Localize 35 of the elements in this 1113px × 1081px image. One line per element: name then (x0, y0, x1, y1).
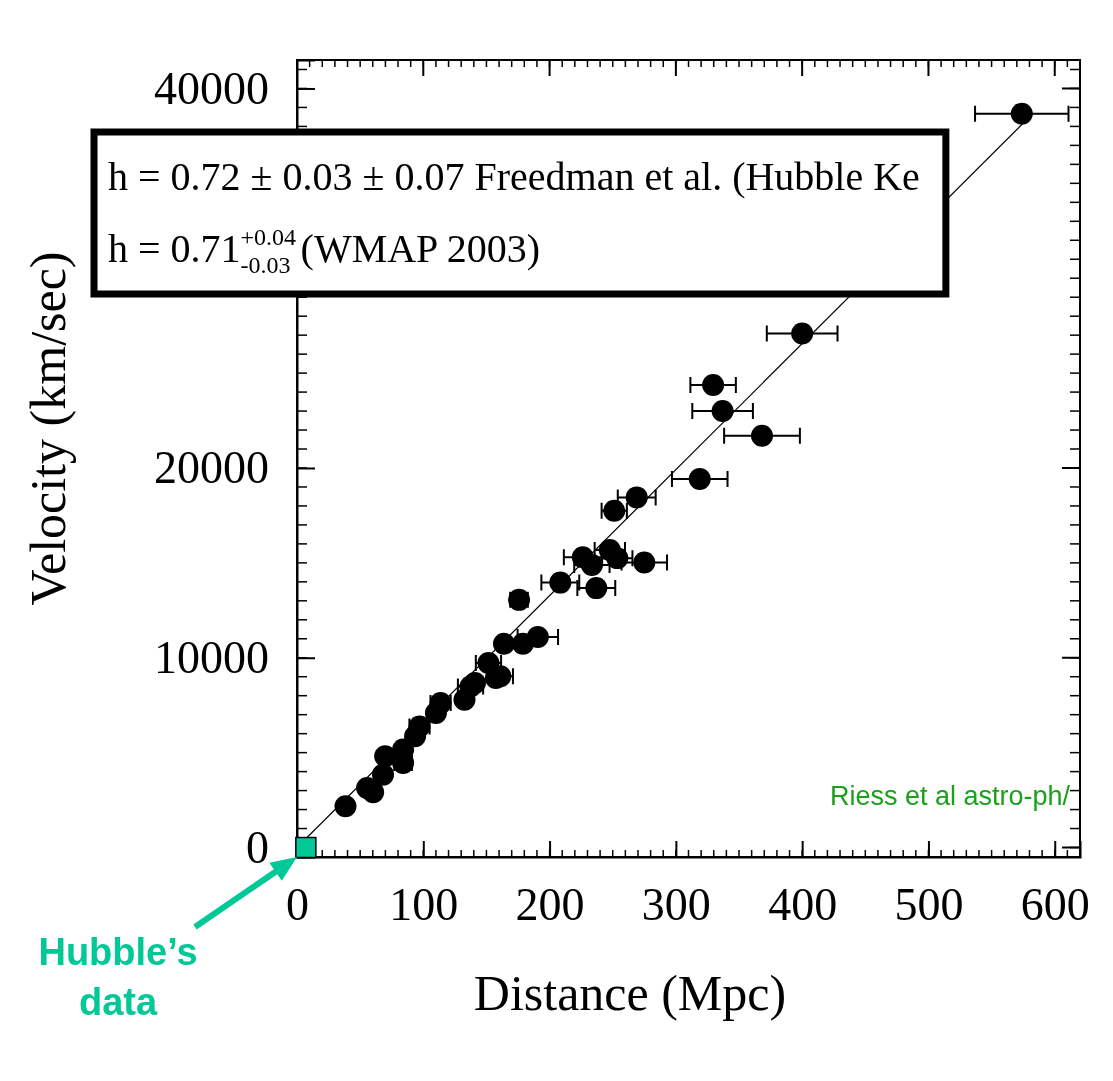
x-tick-label: 100 (389, 878, 459, 930)
x-tick-label: 200 (515, 878, 585, 930)
point (580, 553, 603, 576)
x-tick-label: 500 (894, 878, 964, 930)
point (492, 632, 515, 655)
point (295, 836, 317, 859)
x-tick-label: 0 (286, 878, 309, 930)
point (334, 795, 357, 818)
y-tick-label: 20000 (154, 442, 269, 494)
point (633, 551, 656, 574)
x-axis-title: Distance (Mpc) (473, 965, 787, 1021)
point (585, 577, 608, 600)
point (372, 763, 394, 786)
annotation: h = 0.72 ± 0.03 ± 0.07 Freedman et al. (Hubble Ke (108, 154, 920, 199)
y-tick-label: 0 (246, 821, 269, 873)
point (711, 400, 734, 423)
point (606, 547, 629, 570)
point (751, 424, 773, 447)
point (362, 781, 385, 804)
x-tick-label: 400 (768, 878, 838, 930)
point (526, 626, 549, 649)
point (702, 374, 725, 397)
point (1010, 102, 1033, 125)
y-tick-label: 10000 (154, 631, 269, 683)
point (688, 468, 711, 490)
point (625, 486, 648, 509)
annotation: h = 0.71$^{+0.04}$$_{-0.03}$ (WMAP 2003) (108, 224, 541, 278)
y-tick-label: 40000 (154, 62, 269, 114)
x-tick-label: 600 (1020, 878, 1090, 930)
annotation: Riess et al astro-ph/ (829, 781, 1071, 811)
y-axis-title: Velocity (km/sec) (20, 251, 76, 606)
text: Hubble’s data (38, 931, 198, 1023)
point (791, 322, 814, 345)
point (549, 571, 572, 594)
x-tick-label: 300 (641, 878, 711, 930)
